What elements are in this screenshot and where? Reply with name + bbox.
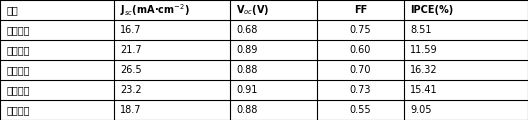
Text: 15.41: 15.41 [410, 85, 438, 95]
Text: 0.88: 0.88 [236, 65, 257, 75]
Text: 26.5: 26.5 [120, 65, 142, 75]
Text: 0.60: 0.60 [350, 45, 371, 55]
Text: 8.51: 8.51 [410, 25, 432, 35]
Text: 0.75: 0.75 [350, 25, 371, 35]
Text: FF: FF [354, 5, 367, 15]
Text: 0.70: 0.70 [350, 65, 371, 75]
Text: 0.88: 0.88 [236, 105, 257, 115]
Text: 21.7: 21.7 [120, 45, 142, 55]
Text: 9.05: 9.05 [410, 105, 432, 115]
Text: 0.55: 0.55 [350, 105, 371, 115]
Text: 16.32: 16.32 [410, 65, 438, 75]
Text: 实施例五: 实施例五 [6, 105, 30, 115]
Text: 0.68: 0.68 [236, 25, 257, 35]
Text: V$_{oc}$(V): V$_{oc}$(V) [236, 3, 269, 17]
Text: 16.7: 16.7 [120, 25, 142, 35]
Text: 23.2: 23.2 [120, 85, 142, 95]
Text: 实施例一: 实施例一 [6, 25, 30, 35]
Text: 11.59: 11.59 [410, 45, 438, 55]
Text: 0.91: 0.91 [236, 85, 257, 95]
Text: 0.73: 0.73 [350, 85, 371, 95]
Text: 0.89: 0.89 [236, 45, 257, 55]
Text: 实施例三: 实施例三 [6, 65, 30, 75]
Text: J$_{sc}$(mA·cm$^{-2}$): J$_{sc}$(mA·cm$^{-2}$) [120, 2, 190, 18]
Text: 样品: 样品 [6, 5, 18, 15]
Text: 实施例四: 实施例四 [6, 85, 30, 95]
Text: 实施例二: 实施例二 [6, 45, 30, 55]
Text: IPCE(%): IPCE(%) [410, 5, 454, 15]
Text: 18.7: 18.7 [120, 105, 142, 115]
